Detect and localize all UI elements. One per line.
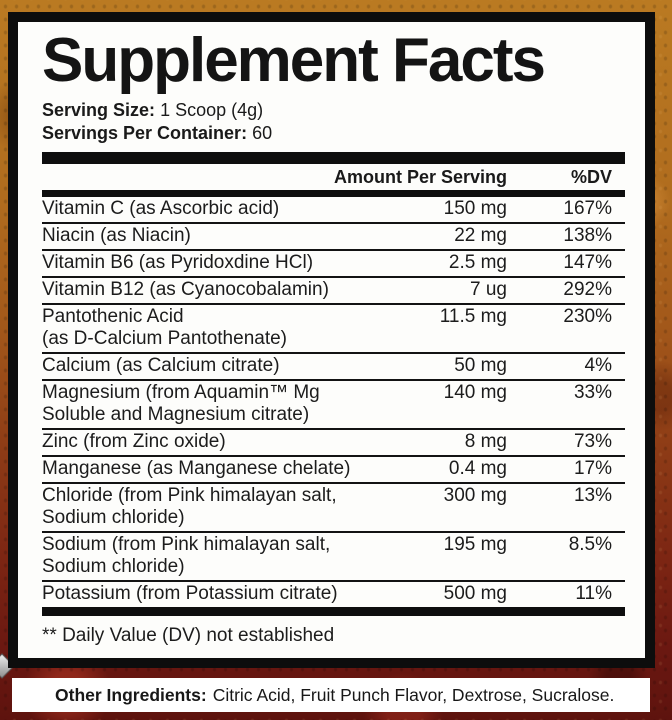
nutrient-dv: 167% [563,198,612,219]
other-ingredients-label: Other Ingredients: [55,684,207,705]
nutrient-table: Vitamin C (as Ascorbic acid) 150 mg 167% Ni… [42,197,625,607]
nutrient-dv: 292% [563,279,612,300]
nutrient-name: Pantothenic Acid (as D-Calcium Pantothena… [42,306,287,349]
nutrient-name: Potassium (from Potassium citrate) [42,583,338,604]
nutrient-amount: 150 mg [443,198,507,219]
table-row: Pantothenic Acid (as D-Calcium Pantothena… [42,305,625,354]
serving-size-line: Serving Size: 1 Scoop (4g) [42,99,625,122]
nutrient-dv: 230% [563,306,612,327]
table-row: Sodium (from Pink himalayan salt, Sodium … [42,533,625,582]
table-row: Vitamin C (as Ascorbic acid) 150 mg 167% [42,197,625,224]
servings-value: 60 [252,123,273,143]
divider-medium [42,190,625,197]
divider-heavy-top [42,152,625,164]
table-row: Niacin (as Niacin) 22 mg 138% [42,224,625,251]
nutrient-amount: 195 mg [443,534,507,555]
supplement-facts-panel: Supplement Facts Serving Size: 1 Scoop (… [8,12,655,668]
divider-heavy-bottom [42,607,625,616]
nutrient-dv: 13% [573,485,612,506]
nutrient-name: Calcium (as Calcium citrate) [42,355,280,376]
nutrient-name: Manganese (as Manganese chelate) [42,458,351,479]
servings-label: Servings Per Container: [42,123,248,143]
panel-title: Supplement Facts [42,26,546,95]
table-header: Amount Per Serving %DV [42,164,625,190]
dv-column-header: %DV [570,167,612,187]
nutrient-dv: 8.5% [568,534,612,555]
nutrient-name: Vitamin B6 (as Pyridoxdine HCl) [42,252,314,273]
nutrient-name: Vitamin B12 (as Cyanocobalamin) [42,279,329,300]
serving-size-value: 1 Scoop (4g) [160,100,264,120]
table-row: Vitamin B6 (as Pyridoxdine HCl) 2.5 mg 147… [42,251,625,278]
amount-column-header: Amount Per Serving [333,167,507,187]
other-ingredients-strip: Other Ingredients: Citric Acid, Fruit Pu… [12,678,650,712]
table-row: Potassium (from Potassium citrate) 500 mg… [42,582,625,607]
nutrient-dv: 147% [563,252,612,273]
servings-per-container-line: Servings Per Container: 60 [42,122,625,145]
nutrient-dv: 4% [584,355,612,376]
nutrient-amount: 300 mg [443,485,507,506]
nutrient-amount: 140 mg [443,382,507,403]
serving-size-label: Serving Size: [42,100,156,120]
nutrient-amount: 2.5 mg [448,252,507,273]
nutrient-dv: 33% [573,382,612,403]
nutrient-amount: 500 mg [443,583,507,604]
table-row: Zinc (from Zinc oxide) 8 mg 73% [42,430,625,457]
other-ingredients-value: Citric Acid, Fruit Punch Flavor, Dextros… [212,684,615,705]
nutrient-name: Zinc (from Zinc oxide) [42,431,226,452]
nutrient-name: Niacin (as Niacin) [42,225,191,246]
nutrient-name: Chloride (from Pink himalayan salt, Sodiu… [42,485,337,528]
table-row: Chloride (from Pink himalayan salt, Sodiu… [42,484,625,533]
nutrient-amount: 0.4 mg [448,458,507,479]
nutrient-amount: 11.5 mg [439,306,507,327]
nutrient-name: Sodium (from Pink himalayan salt, Sodium … [42,534,331,577]
nutrient-amount: 50 mg [454,355,507,376]
nutrient-amount: 22 mg [454,225,507,246]
nutrient-dv: 17% [573,458,612,479]
nutrient-dv: 138% [563,225,612,246]
nutrient-dv: 11% [575,583,612,604]
table-row: Vitamin B12 (as Cyanocobalamin) 7 ug 292% [42,278,625,305]
dv-footnote: ** Daily Value (DV) not established [42,625,335,646]
table-row: Magnesium (from Aquamin™ Mg Soluble and M… [42,381,625,430]
table-row: Calcium (as Calcium citrate) 50 mg 4% [42,354,625,381]
table-row: Manganese (as Manganese chelate) 0.4 mg 17… [42,457,625,484]
nutrient-dv: 73% [573,431,612,452]
nutrient-name: Vitamin C (as Ascorbic acid) [42,198,280,219]
nutrient-name: Magnesium (from Aquamin™ Mg Soluble and M… [42,382,320,425]
nutrient-amount: 8 mg [464,431,507,452]
nutrient-amount: 7 ug [470,279,507,300]
